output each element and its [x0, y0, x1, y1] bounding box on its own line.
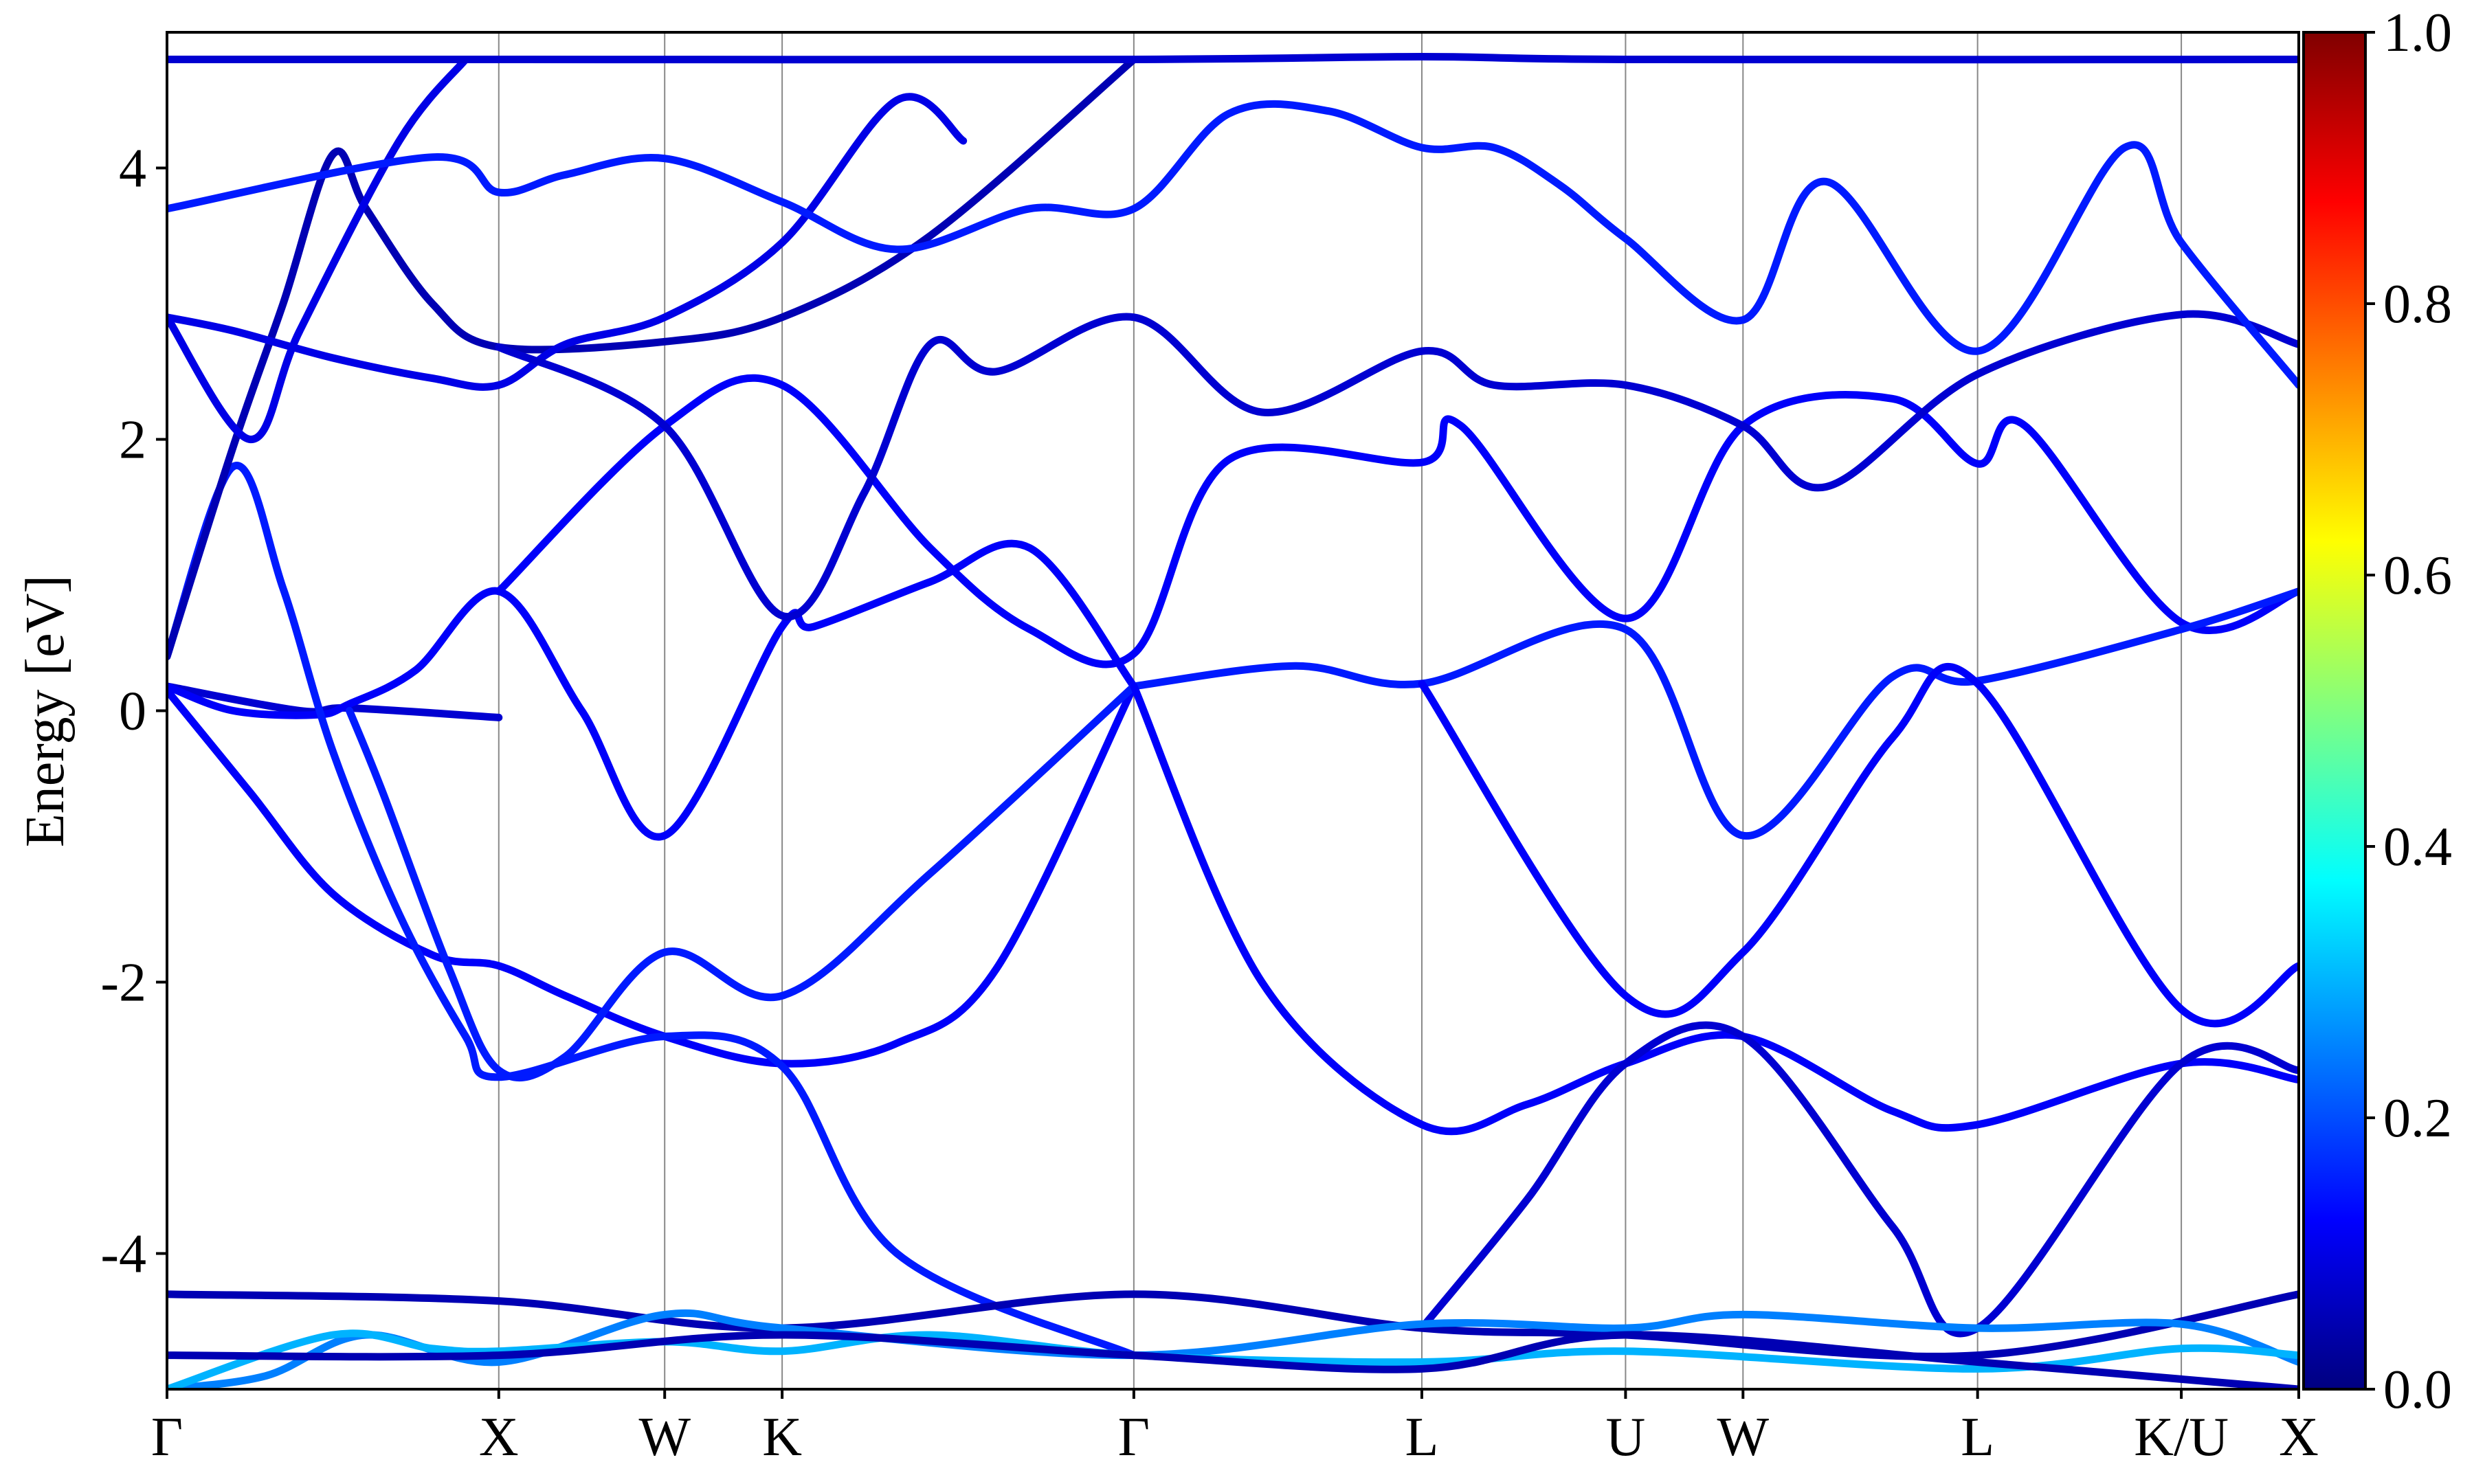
colorbar — [2302, 31, 2367, 1391]
kpoint-label: X — [2279, 1407, 2319, 1468]
colorbar-tick-label: 0.6 — [2383, 546, 2452, 606]
band-line-3 — [167, 539, 1138, 841]
y-tick-label: -2 — [100, 953, 146, 1013]
band-line-1 — [167, 682, 503, 721]
band-line-11 — [167, 53, 2299, 64]
band-line-16 — [1418, 1021, 2299, 1338]
colorbar-tick-label: 0.0 — [2383, 1360, 2452, 1420]
kpoint-label: W — [638, 1407, 691, 1468]
kpoint-label: K — [762, 1407, 802, 1468]
band-line-6 — [167, 56, 1138, 660]
y-tick-label: 2 — [119, 410, 146, 471]
band-line-9 — [495, 374, 2299, 668]
kpoint-label: Γ — [1118, 1407, 1150, 1468]
kpoint-label: Γ — [151, 1407, 183, 1468]
y-axis-label: Energy [eV] — [15, 575, 76, 847]
kpoint-label: K/U — [2134, 1407, 2229, 1468]
band-line-14 — [1130, 682, 2299, 1136]
kpoint-label: X — [479, 1407, 519, 1468]
band-line-13 — [1130, 587, 2299, 840]
kpoint-label: W — [1717, 1407, 1770, 1468]
x-axis-ticks: Γ X W K Γ L U W L K/U X — [151, 1389, 2319, 1468]
band-line-15 — [1418, 663, 2299, 1028]
y-tick-label: 4 — [119, 139, 146, 199]
colorbar-tick-label: 0.4 — [2383, 817, 2452, 877]
high-symmetry-gridlines — [498, 32, 2183, 1389]
band-lines — [167, 53, 2299, 1389]
colorbar-ticks: 0.0 0.2 0.4 0.6 0.8 1.0 — [2365, 3, 2452, 1420]
colorbar-tick-label: 1.0 — [2383, 3, 2452, 63]
band-line-10 — [495, 310, 2299, 621]
y-axis-ticks: 4 2 0 -2 -4 — [100, 139, 167, 1285]
band-line-7 — [167, 93, 968, 391]
band-line-20 — [167, 1331, 2299, 1389]
band-line-5 — [167, 462, 1138, 1360]
colorbar-tick-label: 0.8 — [2383, 274, 2452, 335]
plot-frame — [166, 31, 2300, 1391]
band-line-4 — [346, 682, 1138, 1082]
kpoint-label: L — [1405, 1407, 1439, 1468]
kpoint-label: L — [1961, 1407, 1994, 1468]
band-line-2 — [167, 682, 1138, 1068]
y-tick-label: -4 — [100, 1224, 146, 1285]
colorbar-tick-label: 0.2 — [2383, 1088, 2452, 1149]
y-tick-label: 0 — [119, 682, 146, 742]
band-line-12 — [167, 100, 2299, 389]
kpoint-label: U — [1606, 1407, 1646, 1468]
band-line-8 — [167, 56, 469, 443]
